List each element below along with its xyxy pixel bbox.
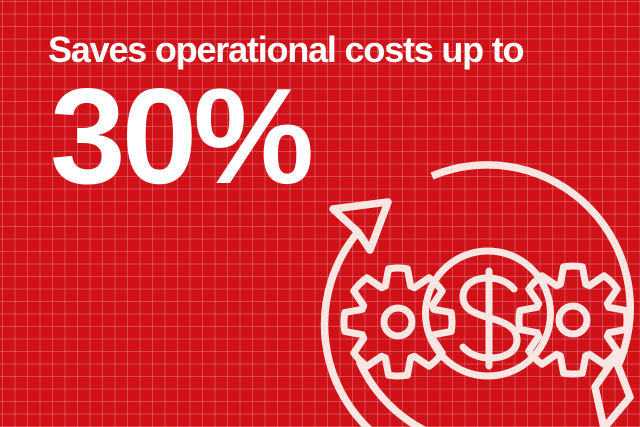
right-gear-hub — [555, 302, 591, 338]
growth-arrow-left-arc — [320, 228, 373, 427]
dollar-coin-circle — [422, 247, 554, 380]
right-gear — [515, 262, 631, 378]
left-gear-hub — [380, 304, 416, 340]
up-right-arrowhead — [329, 198, 392, 254]
left-gear — [340, 264, 456, 380]
dollar-sign-s-curve — [459, 274, 521, 362]
down-left-arrowhead — [591, 354, 634, 427]
headline-text: Saves operational costs up to — [48, 29, 525, 70]
cost-savings-illustration — [320, 161, 634, 427]
statistic-percentage: 30% — [50, 60, 314, 212]
dollar-sign — [459, 267, 521, 370]
growth-arrow-bottom-arc — [356, 359, 427, 427]
gears-group — [340, 262, 631, 380]
